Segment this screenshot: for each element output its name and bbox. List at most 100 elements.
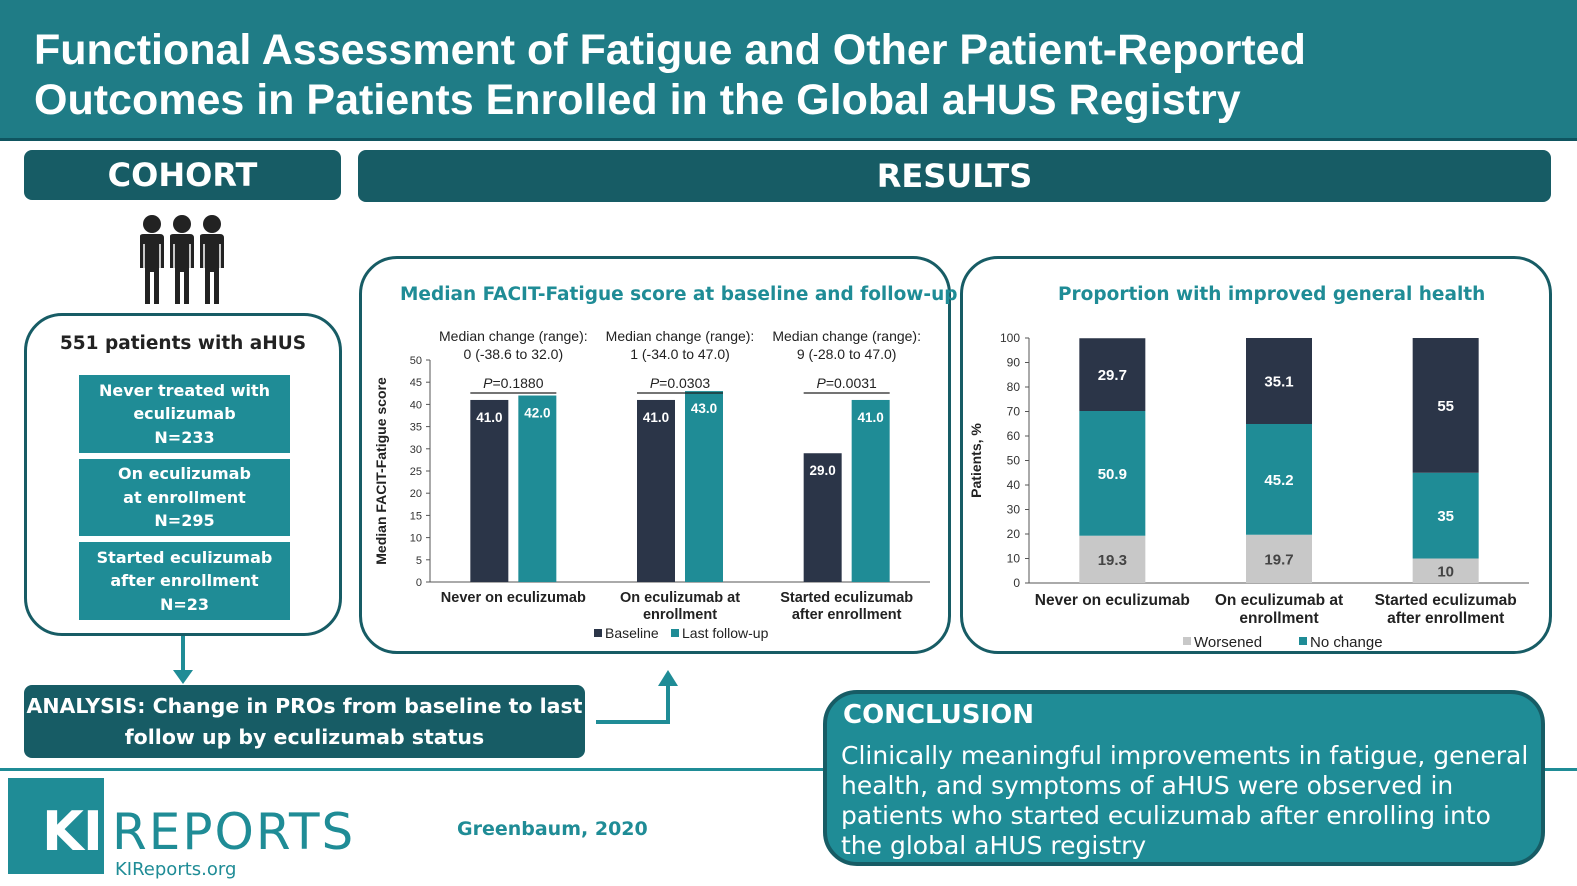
logo-ki: KI [42, 800, 103, 863]
y-tick-label: 40 [410, 399, 422, 411]
median-change-range: 0 (-38.6 to 32.0) [464, 346, 564, 362]
y-tick-label: 90 [1007, 356, 1021, 370]
x-category-label: Never on eculizumab [441, 590, 586, 606]
conclusion-heading: CONCLUSION [843, 700, 1035, 730]
y-tick-label: 80 [1007, 380, 1021, 394]
segment-improved [1412, 338, 1479, 473]
bar-value-label: 43.0 [691, 401, 717, 416]
logo-reports: REPORTS [112, 803, 356, 861]
bar-value-label: 41.0 [643, 410, 669, 425]
y-tick-label: 70 [1007, 405, 1021, 419]
segment-value-label: 35 [1437, 508, 1454, 525]
y-axis-label: Patients, % [968, 423, 984, 498]
flow-arrows [173, 636, 678, 724]
bar-value-label: 29.0 [810, 463, 836, 478]
legend-swatch [671, 629, 679, 637]
y-tick-label: 40 [1007, 478, 1021, 492]
page-title-line-2: Outcomes in Patients Enrolled in the Glo… [34, 76, 1241, 124]
fatigue-chart: 0 5 10 15 20 25 30 35 40 45 50 Median FACIT-Fatigue… [373, 328, 930, 641]
median-change-label: Median change (range): [606, 328, 755, 344]
segment-improved [1246, 338, 1312, 424]
median-change-range: 1 (-34.0 to 47.0) [630, 346, 730, 362]
cohort-heading: COHORT [24, 150, 341, 200]
x-category-label: Never on eculizumab [1035, 592, 1190, 609]
y-tick-label: 50 [410, 355, 422, 367]
segment-value-label: 45.2 [1264, 472, 1293, 489]
page-title-line-1: Functional Assessment of Fatigue and Oth… [34, 26, 1306, 74]
y-tick-label: 10 [410, 533, 422, 545]
bar-follow-up [518, 395, 557, 582]
segment-value-label: 10 [1437, 563, 1454, 580]
segment-value-label: 19.3 [1098, 552, 1127, 569]
conclusion-line: Clinically meaningful improvements in fa… [841, 741, 1529, 770]
cohort-group-line1: Never treated with [99, 380, 270, 400]
bar-value-label: 41.0 [476, 410, 502, 425]
bar-baseline [470, 399, 509, 582]
footer-divider [0, 768, 1577, 771]
x-category-label: after enrollment [1387, 610, 1504, 627]
segment-worsened [1079, 535, 1146, 583]
median-change-range: 9 (-28.0 to 47.0) [797, 346, 897, 362]
p-value-label: P=0.0031 [816, 375, 877, 391]
people-group-icon [140, 215, 224, 304]
y-tick-label: 5 [416, 555, 422, 567]
cohort-group-n: N=23 [159, 594, 210, 614]
conclusion-line: the global aHUS registry [841, 831, 1147, 860]
y-tick-label: 100 [1000, 331, 1020, 345]
conclusion-line: health, and symptoms of aHUS were observ… [841, 771, 1454, 800]
ki-logo-block: KI [8, 778, 104, 874]
legend-label: Baseline [605, 625, 659, 641]
segment-value-label: 55 [1437, 398, 1454, 415]
health-chart: 0 10 20 30 40 50 60 70 80 90 100 Patients, % 19.3 50.… [968, 331, 1529, 651]
y-tick-label: 60 [1007, 429, 1021, 443]
logo-url[interactable]: KIReports.org [115, 859, 237, 880]
y-tick-label: 30 [410, 444, 422, 456]
bar-baseline [637, 399, 675, 582]
segment-worsened [1412, 558, 1479, 583]
y-tick-label: 0 [1013, 576, 1020, 590]
cohort-group-line1: Started eculizumab [96, 547, 273, 567]
cohort-group-line2: eculizumab [133, 404, 236, 424]
y-tick-label: 0 [416, 577, 422, 589]
x-category-label: On eculizumab at [1215, 592, 1343, 609]
x-category-label: Started eculizumab [780, 590, 913, 606]
segment-worsened [1246, 534, 1312, 583]
cohort-group-started: Started eculizumab after enrollment N=23 [79, 542, 290, 620]
segment-no-change [1246, 423, 1312, 535]
analysis-box: ANALYSIS: Change in PROs from baseline t… [24, 685, 585, 758]
analysis-line2: follow up by eculizumab status [124, 725, 485, 749]
legend-label: No change [1310, 634, 1383, 651]
results-heading: RESULTS [358, 150, 1551, 202]
y-tick-label: 50 [1007, 454, 1021, 468]
segment-value-label: 29.7 [1098, 367, 1127, 384]
y-tick-label: 30 [1007, 503, 1021, 517]
p-value-label: P=0.1880 [483, 375, 544, 391]
y-tick-label: 35 [410, 422, 422, 434]
segment-improved [1079, 338, 1146, 412]
cohort-group-n: N=295 [154, 511, 215, 531]
y-tick-label: 25 [410, 466, 422, 478]
legend-label: Last follow-up [682, 625, 769, 641]
bar-follow-up [685, 391, 723, 582]
up-arrow-head [658, 670, 678, 686]
y-tick-label: 45 [410, 377, 422, 389]
segment-no-change [1412, 472, 1479, 559]
health-chart-title: Proportion with improved general health [1058, 284, 1486, 305]
y-tick-label: 20 [410, 488, 422, 500]
y-axis-label: Median FACIT-Fatigue score [373, 377, 389, 565]
fatigue-chart-title: Median FACIT-Fatigue score at baseline a… [400, 284, 958, 305]
median-change-label: Median change (range): [772, 328, 921, 344]
x-category-label: enrollment [643, 607, 717, 623]
cohort-group-line2: after enrollment [110, 571, 259, 591]
y-tick-label: 20 [1007, 527, 1021, 541]
cohort-group-line2: at enrollment [123, 487, 246, 507]
down-arrow-head [173, 670, 193, 684]
cohort-group-never: Never treated with eculizumab N=233 [79, 375, 290, 453]
median-change-label: Median change (range): [439, 328, 588, 344]
legend-swatch [594, 629, 602, 637]
segment-no-change [1079, 411, 1146, 536]
segment-value-label: 35.1 [1264, 373, 1293, 390]
y-tick-label: 15 [410, 510, 422, 522]
up-arrow-shaft [596, 682, 670, 724]
conclusion-box: CONCLUSION Clinically meaningful improve… [823, 690, 1545, 866]
